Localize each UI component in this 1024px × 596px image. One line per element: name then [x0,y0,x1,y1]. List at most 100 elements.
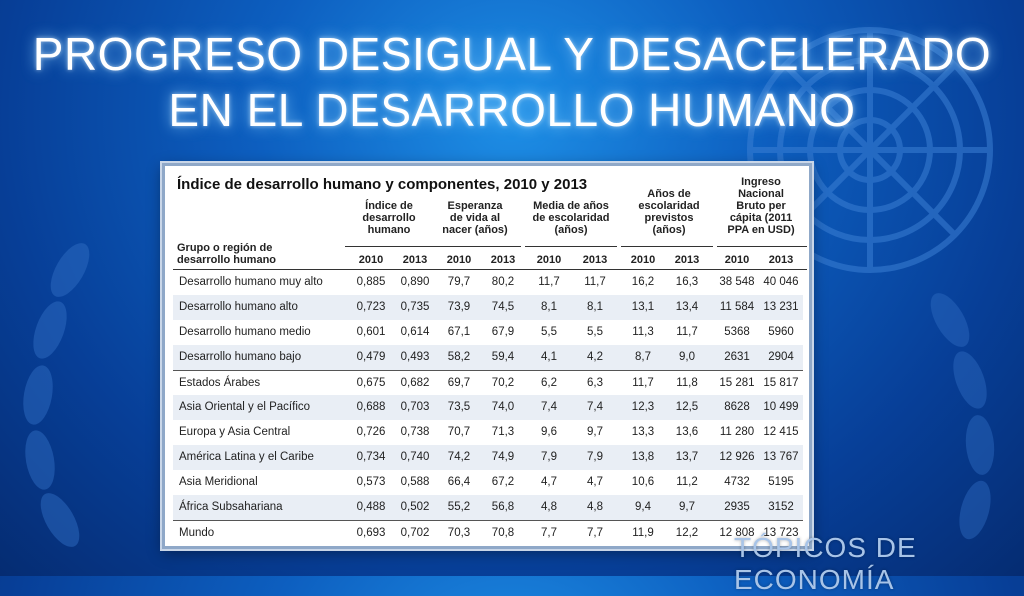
cell-value: 4,1 [541,351,557,363]
group-label-line: desarrollo humano [177,254,277,266]
col-header-line: Años de [647,188,691,200]
cell-value: 74,5 [491,301,515,313]
row-name: Asia Meridional [179,476,258,488]
cell-value: 3152 [768,501,794,513]
cell-value: 73,9 [447,301,471,313]
cell-value: 67,1 [447,326,471,338]
row-name: Desarrollo humano medio [179,326,311,338]
cell-value: 11,9 [632,527,654,539]
table-row: Estados Árabes 0,675 0,682 69,7 70,2 6,2 6,3 11… [173,370,803,396]
cell-value: 0,885 [356,276,386,288]
col-header-life-expectancy: Esperanza de vida al nacer (años) [427,200,523,236]
cell-value: 7,7 [587,527,603,539]
cell-value: 11,3 [632,326,654,338]
col-header-gni: Ingreso Nacional Bruto per cápita (2011 … [713,176,809,236]
cell-value: 55,2 [447,501,471,513]
cell-value: 0,703 [400,401,430,413]
cell-value: 0,702 [400,527,430,539]
cell-value: 0,502 [400,501,430,513]
cell-value: 13,7 [675,451,699,463]
cell-value: 12,5 [675,401,699,413]
cell-value: 12 926 [719,451,755,463]
cell-value: 56,8 [491,501,515,513]
cell-value: 66,4 [447,476,471,488]
cell-value: 0,682 [400,377,430,389]
cell-value: 5,5 [587,326,603,338]
cell-value: 0,723 [356,301,386,313]
col-header-line: (años) [554,224,588,236]
row-name: Asia Oriental y el Pacífico [179,401,311,413]
row-name: Estados Árabes [179,377,261,389]
year-label: 2013 [768,254,794,266]
col-header-line: humano [367,224,411,236]
cell-value: 11 584 [719,301,755,313]
cell-value: 38 548 [719,276,755,288]
cell-value: 11,7 [676,326,698,338]
col-header-expected-schooling: Años de escolaridad previstos (años) [621,188,717,236]
header-rule [429,246,521,247]
cell-value: 7,4 [587,401,603,413]
slide-title-line-1: PROGRESO DESIGUAL Y DESACELERADO [32,28,992,80]
cell-value: 0,479 [356,351,386,363]
table-row: Asia Meridional 0,573 0,588 66,4 67,2 4,7 4,7 1… [173,470,803,495]
header-rule [525,246,617,247]
col-header-line: PPA en USD) [727,224,795,236]
cell-value: 80,2 [491,276,515,288]
cell-value: 0,740 [400,451,430,463]
laurel-left-icon [23,243,90,547]
row-name: Europa y Asia Central [179,426,291,438]
cell-value: 13 723 [763,527,799,539]
cell-value: 67,2 [491,476,515,488]
table-row: Europa y Asia Central 0,726 0,738 70,7 71,3 9… [173,420,803,445]
cell-value: 9,6 [541,426,557,438]
cell-value: 16,2 [631,276,655,288]
laurel-right-icon [930,293,995,540]
cell-value: 73,5 [447,401,471,413]
cell-value: 16,3 [675,276,699,288]
cell-value: 10 499 [763,401,799,413]
cell-value: 74,2 [447,451,471,463]
cell-value: 13 231 [763,301,799,313]
cell-value: 79,7 [447,276,471,288]
cell-value: 0,734 [356,451,386,463]
year-label: 2013 [674,254,700,266]
table-row: Desarrollo humano muy alto 0,885 0,890 79,7… [173,270,803,295]
group-label: Grupo o región de desarrollo humano [177,242,276,266]
year-rule [173,269,807,270]
row-name: Desarrollo humano muy alto [179,276,323,288]
cell-value: 0,488 [356,501,386,513]
cell-value: 11 280 [719,426,755,438]
year-label: 2010 [358,254,384,266]
cell-value: 70,7 [447,426,471,438]
cell-value: 13,1 [631,301,655,313]
col-header-line: Ingreso [741,176,781,188]
cell-value: 2904 [768,351,794,363]
row-name: África Subsahariana [179,501,283,513]
table-row: Asia Oriental y el Pacífico 0,688 0,703 73,… [173,395,803,420]
cell-value: 6,3 [587,377,603,389]
cell-value: 0,573 [356,476,386,488]
col-header-mean-schooling: Media de años de escolaridad (años) [523,200,619,236]
col-header-line: Esperanza [447,200,503,212]
cell-value: 71,3 [491,426,515,438]
row-name: América Latina y el Caribe [179,451,314,463]
cell-value: 0,588 [400,476,430,488]
header-rule [621,246,713,247]
col-header-line: cápita (2011 [729,212,793,224]
year-label: 2010 [630,254,656,266]
year-label: 2013 [402,254,428,266]
cell-value: 4732 [724,476,750,488]
year-label: 2010 [446,254,472,266]
slide-title-line-2: EN EL DESARROLLO HUMANO [168,84,856,136]
table-row: África Subsahariana 0,488 0,502 55,2 56,8 4,8… [173,495,803,520]
cell-value: 2631 [724,351,750,363]
cell-value: 13,8 [631,451,655,463]
col-header-line: Media de años [533,200,609,212]
cell-value: 5,5 [541,326,557,338]
cell-value: 58,2 [447,351,471,363]
cell-value: 67,9 [491,326,515,338]
row-name: Desarrollo humano bajo [179,351,302,363]
cell-value: 0,693 [356,527,386,539]
slide-title: PROGRESO DESIGUAL Y DESACELERADO EN EL D… [0,26,1024,138]
col-header-line: Nacional [738,188,784,200]
